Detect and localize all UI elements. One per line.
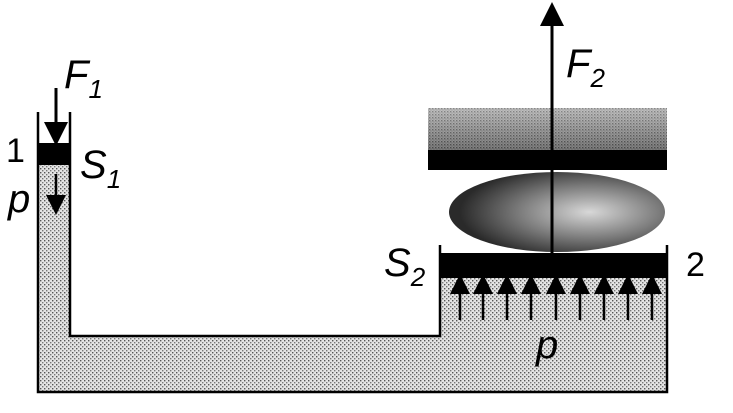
label-piston-2: 2	[686, 246, 705, 284]
upper-plate	[428, 150, 667, 170]
label-s1-sub: 1	[107, 164, 121, 194]
upper-plate-texture	[428, 108, 667, 150]
label-f1-sub: 1	[88, 74, 102, 104]
small-piston	[38, 143, 70, 165]
label-s2-main: S	[384, 241, 411, 285]
label-f2-sub: 2	[589, 63, 605, 93]
label-piston-1: 1	[6, 132, 25, 170]
label-f1: F1	[64, 53, 103, 104]
label-s1-main: S	[80, 143, 107, 187]
label-p-small: p	[7, 177, 30, 221]
label-s1: S1	[80, 143, 121, 194]
label-s2-sub: 2	[410, 262, 426, 292]
label-f2: F2	[566, 42, 605, 93]
liquid-body	[38, 165, 667, 392]
pressure-arrows-large	[450, 274, 662, 320]
label-f1-main: F	[64, 53, 91, 97]
small-piston-rod	[37, 112, 71, 143]
large-piston	[440, 253, 667, 278]
label-p-large: p	[535, 323, 558, 367]
label-f2-main: F	[566, 42, 593, 86]
compressed-body	[449, 172, 665, 252]
vessel-outline	[36, 112, 669, 394]
label-s2: S2	[384, 241, 426, 292]
